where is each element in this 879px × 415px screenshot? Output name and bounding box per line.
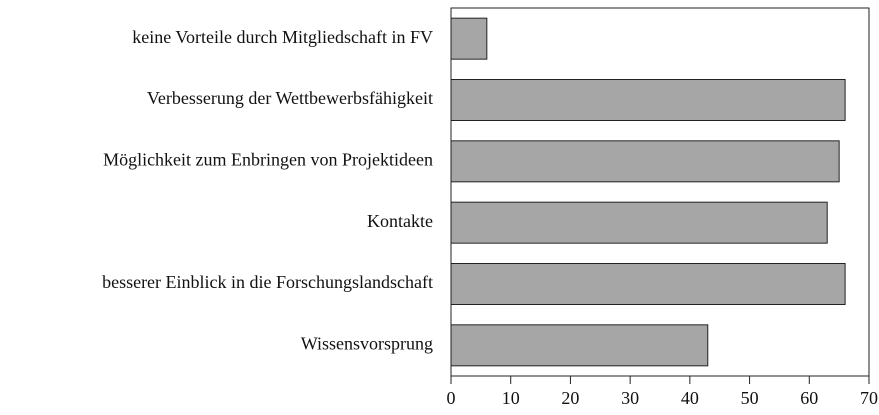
x-tick-label: 70 (860, 388, 878, 408)
y-tick-label: keine Vorteile durch Mitgliedschaft in F… (132, 27, 433, 47)
x-tick-label: 10 (502, 388, 520, 408)
bar (450, 17, 488, 60)
bar (450, 263, 846, 305)
x-tick-label: 30 (621, 388, 639, 408)
x-tick-label: 40 (681, 388, 699, 408)
y-tick-label: Möglichkeit zum Enbringen von Projektide… (103, 149, 433, 169)
plot-frame (450, 7, 870, 377)
x-tick-label: 50 (741, 388, 759, 408)
y-tick-label: besserer Einblick in die Forschungslands… (102, 272, 433, 292)
x-tick-label: 60 (800, 388, 818, 408)
x-tick-label: 0 (447, 388, 456, 408)
y-tick-label: Verbesserung der Wettbewerbsfähigkeit (147, 88, 433, 108)
bar (450, 140, 840, 183)
bar (450, 324, 709, 367)
y-tick-label: Wissensvorsprung (301, 333, 433, 353)
y-tick-label: Kontakte (367, 211, 433, 231)
bar (450, 79, 846, 121)
x-tick-label: 20 (561, 388, 579, 408)
bar (450, 201, 828, 244)
